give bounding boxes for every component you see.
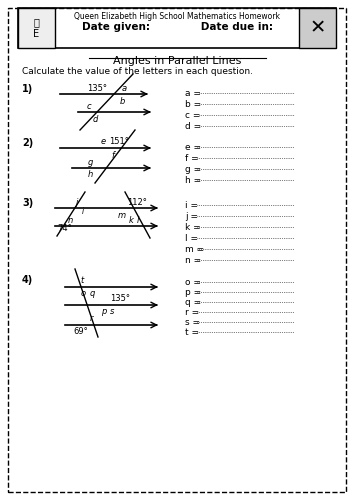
Text: b =: b = — [185, 100, 201, 109]
Text: d =: d = — [185, 122, 201, 131]
Text: i: i — [82, 207, 84, 216]
Text: 151°: 151° — [109, 137, 129, 146]
Text: e: e — [101, 137, 106, 146]
Text: h =: h = — [185, 176, 201, 185]
Text: q: q — [90, 289, 95, 298]
Text: 69°: 69° — [73, 327, 88, 336]
Text: 135°: 135° — [110, 294, 130, 303]
Text: t =: t = — [185, 328, 199, 337]
Text: n =: n = — [185, 256, 201, 265]
Text: l =: l = — [185, 234, 198, 243]
Text: b: b — [120, 97, 125, 106]
Text: a =: a = — [185, 89, 201, 98]
Text: t: t — [81, 276, 84, 285]
Text: e =: e = — [185, 143, 201, 152]
Text: o =: o = — [185, 278, 201, 287]
Text: Queen Elizabeth High School Mathematics Homework: Queen Elizabeth High School Mathematics … — [74, 12, 280, 21]
Text: 112°: 112° — [127, 198, 147, 207]
Text: o: o — [81, 289, 86, 298]
Text: Date given:              Date due in:: Date given: Date due in: — [81, 22, 273, 32]
Text: s: s — [110, 307, 114, 316]
Text: f =: f = — [185, 154, 199, 163]
Text: d: d — [93, 115, 98, 124]
Text: k: k — [129, 216, 134, 225]
Text: ✕: ✕ — [309, 18, 326, 38]
Text: r =: r = — [185, 308, 199, 317]
Text: j =: j = — [185, 212, 198, 221]
Text: p =: p = — [185, 288, 201, 297]
Text: p: p — [101, 307, 106, 316]
Polygon shape — [299, 8, 336, 48]
Text: h: h — [88, 170, 93, 179]
Text: g: g — [88, 158, 93, 167]
Text: Calculate the value of the letters in each question.: Calculate the value of the letters in ea… — [22, 67, 253, 76]
Text: a: a — [122, 84, 127, 93]
Text: 74°: 74° — [57, 224, 72, 233]
Text: 👑
E: 👑 E — [33, 17, 40, 39]
Text: 3): 3) — [22, 198, 33, 208]
Text: k =: k = — [185, 223, 201, 232]
Text: r: r — [90, 314, 93, 323]
Text: q =: q = — [185, 298, 201, 307]
Polygon shape — [18, 8, 55, 48]
Text: m =: m = — [185, 245, 204, 254]
Text: c =: c = — [185, 111, 200, 120]
Text: j: j — [76, 198, 78, 207]
Text: m: m — [118, 211, 126, 220]
Text: l: l — [137, 216, 139, 225]
Text: s =: s = — [185, 318, 200, 327]
Text: c: c — [86, 102, 91, 111]
Text: n: n — [68, 216, 73, 225]
Text: i =: i = — [185, 201, 198, 210]
Text: 135°: 135° — [87, 84, 107, 93]
Text: 4): 4) — [22, 275, 33, 285]
Text: 2): 2) — [22, 138, 33, 148]
Text: g =: g = — [185, 165, 201, 174]
Text: Angles in Parallel Lines: Angles in Parallel Lines — [113, 56, 241, 66]
Text: 1): 1) — [22, 84, 33, 94]
Text: f: f — [111, 151, 114, 160]
